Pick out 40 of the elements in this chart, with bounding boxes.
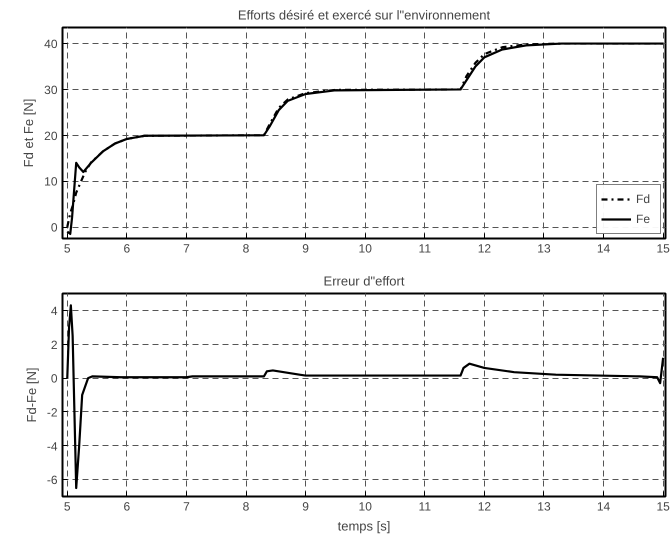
y-tick-label: 40 <box>44 37 58 52</box>
y-axis-title: Fd-Fe [N] <box>24 368 39 422</box>
x-tick-label: 10 <box>358 242 372 256</box>
x-tick-label: 6 <box>124 242 131 256</box>
x-tick-label: 8 <box>242 500 250 514</box>
x-tick-label: 10 <box>358 500 372 514</box>
x-tick-label: 9 <box>302 500 310 514</box>
x-tick-label: 12 <box>478 242 492 256</box>
x-tick-label: 5 <box>64 500 71 514</box>
x-tick-label: 6 <box>124 500 131 514</box>
x-tick-label: 9 <box>302 242 310 256</box>
y-tick-label: -2 <box>46 405 58 420</box>
legend-label: Fd <box>636 192 652 206</box>
chart-title: Erreur d"effort <box>324 274 405 288</box>
x-tick-label: 15 <box>656 500 670 514</box>
y-tick-label: 20 <box>44 128 58 143</box>
x-tick-label: 15 <box>656 242 670 256</box>
x-tick-label: 11 <box>418 500 432 514</box>
x-tick-label: 13 <box>537 500 551 514</box>
x-tick-label: 13 <box>537 242 551 256</box>
x-tick-label: 5 <box>64 242 71 256</box>
y-tick-label: 10 <box>44 174 58 189</box>
x-tick-label: 12 <box>478 500 492 514</box>
x-tick-label: 8 <box>242 242 250 256</box>
y-tick-label: 0 <box>50 372 58 386</box>
x-tick-label: 7 <box>183 500 190 514</box>
x-axis-title: temps [s] <box>338 518 390 534</box>
x-tick-label: 11 <box>418 242 432 256</box>
legend-label: Fe <box>636 212 652 226</box>
y-tick-label: 0 <box>50 220 58 235</box>
y-tick-label: 30 <box>44 82 58 97</box>
y-axis-title: Fd et Fe [N] <box>21 98 36 168</box>
y-tick-label: -6 <box>46 473 58 488</box>
y-tick-label: 2 <box>50 338 58 352</box>
y-tick-label: -4 <box>46 439 58 454</box>
chart-title: Efforts désiré et exercé sur l"environnement <box>238 8 490 22</box>
x-tick-label: 14 <box>596 242 611 256</box>
x-tick-label: 14 <box>596 500 611 514</box>
x-tick-label: 7 <box>183 242 190 256</box>
y-tick-label: 4 <box>50 304 58 318</box>
